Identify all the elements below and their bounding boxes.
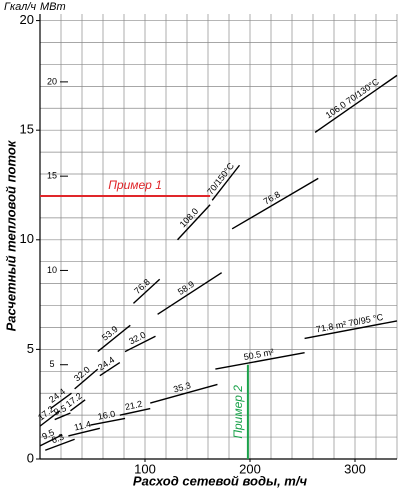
y-tick-label: 20 — [20, 12, 34, 27]
line-label: 71.8 m² 70/95 °C — [315, 312, 384, 335]
y-axis-title: Расчетный тепловой поток — [3, 139, 18, 331]
nomogram-line — [132, 278, 161, 304]
line-label: 9.5 — [52, 403, 67, 417]
line-label: 16.0 — [97, 409, 116, 422]
line-label: 9.5 — [40, 427, 56, 442]
line-label: 32.0 — [127, 330, 147, 347]
nomogram-line — [231, 177, 319, 230]
x-tick-label: 100 — [134, 461, 156, 476]
line-label: 6.3 — [50, 432, 65, 446]
line-label: 76.8 — [262, 189, 282, 206]
nomogram-line — [177, 204, 211, 241]
nomogram-line — [97, 324, 131, 353]
y2-unit: МВт — [40, 1, 66, 13]
example-label: Пример 2 — [231, 385, 245, 439]
nomogram-line — [50, 392, 72, 410]
nomogram-line — [314, 74, 398, 133]
nomogram-line — [99, 361, 121, 377]
nomogram-line — [68, 427, 101, 437]
nomogram-line — [304, 320, 398, 340]
x-tick-label: 300 — [344, 461, 366, 476]
line-label: 58.9 — [176, 279, 196, 297]
nomogram-line — [211, 164, 241, 201]
line-label: 21.2 — [124, 399, 143, 412]
nomogram-line — [90, 417, 126, 426]
nomogram-line — [39, 410, 61, 427]
line-label: 11.4 — [73, 419, 92, 433]
nomogram-line — [39, 434, 63, 447]
line-label: 70/150°C — [205, 160, 236, 196]
y-unit: Гкал/ч — [4, 1, 36, 13]
y-tick-label: 5 — [27, 341, 34, 356]
x-axis-title: Расход сетевой воды, т/ч — [133, 473, 308, 488]
line-label: 35.3 — [172, 380, 192, 394]
nomogram-line — [215, 351, 305, 370]
line-label: 76.8 — [132, 277, 152, 296]
y2-tick-label: 10 — [47, 265, 57, 275]
y2-tick-label: 15 — [47, 171, 57, 181]
nomogram-line — [119, 407, 151, 416]
y2-tick-label: 5 — [49, 359, 54, 369]
nomogram-line — [74, 368, 99, 390]
y-tick-label: 10 — [20, 231, 34, 246]
y2-tick-label: 20 — [47, 76, 57, 86]
x-tick-label: 200 — [239, 461, 261, 476]
line-label: 24.4 — [96, 355, 116, 373]
y-tick-label: 15 — [20, 122, 34, 137]
example-label: Пример 1 — [108, 178, 162, 192]
nomogram-line — [70, 399, 86, 412]
nomogram-line — [45, 438, 75, 451]
nomogram-line — [157, 272, 223, 315]
line-label: 106.0 70/130°C — [324, 76, 382, 120]
nomogram-line — [54, 412, 71, 421]
nomogram-line — [124, 335, 156, 353]
nomogram-line — [150, 383, 218, 404]
y-tick-label: 0 — [27, 450, 34, 465]
